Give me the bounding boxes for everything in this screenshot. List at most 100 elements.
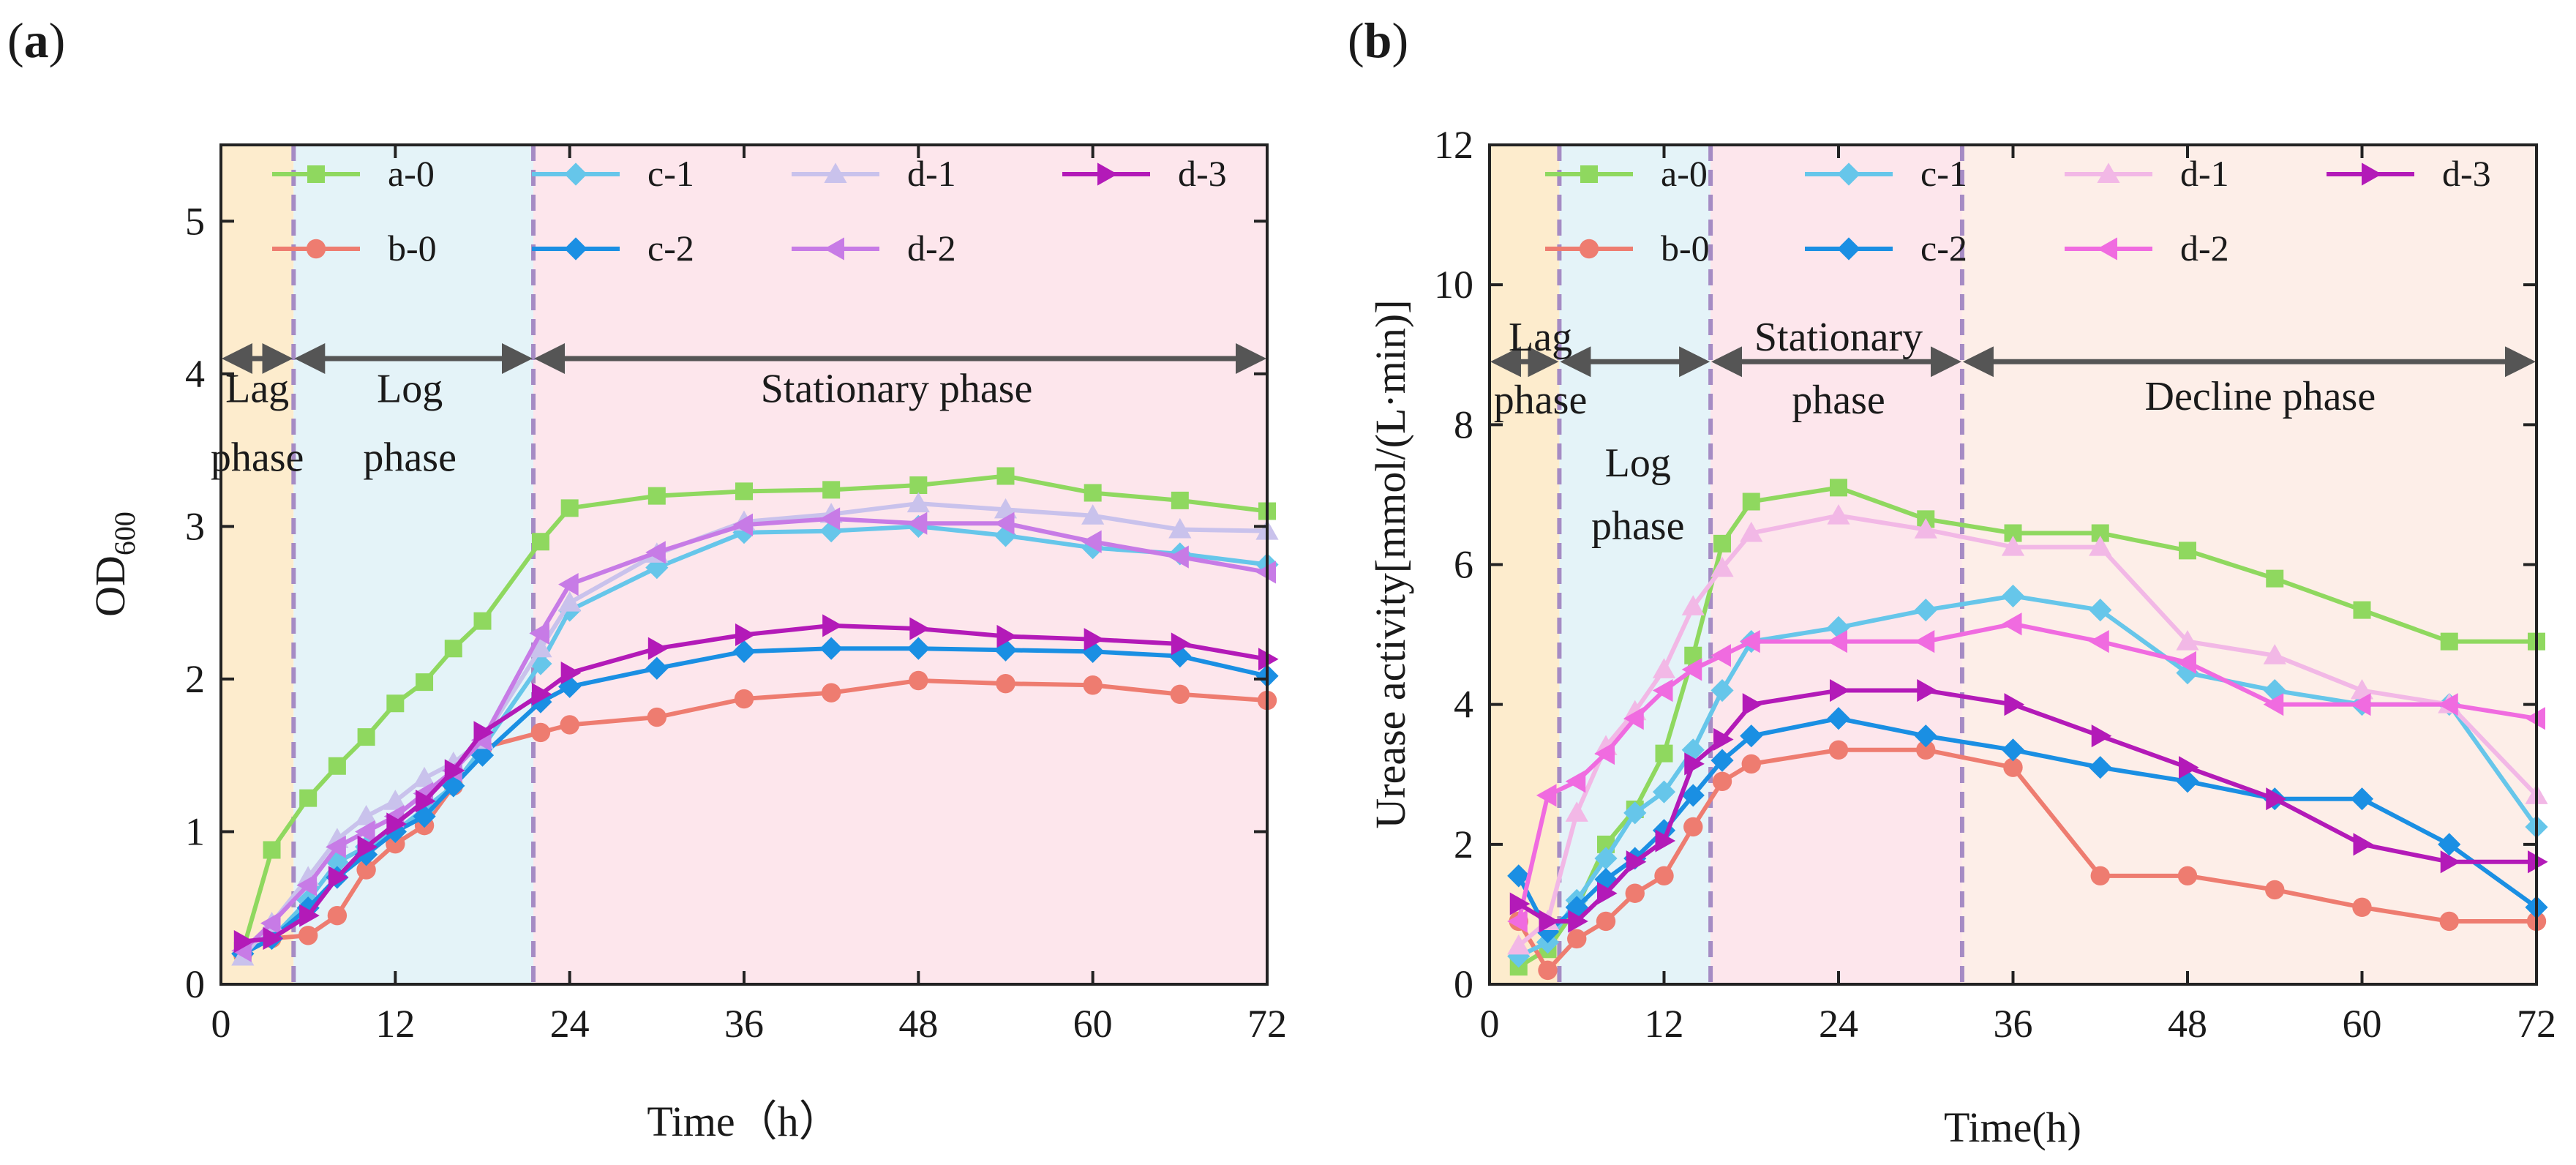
data-point-d-1 xyxy=(1914,518,1937,539)
data-point-a-0 xyxy=(822,481,841,499)
x-tick-label: 24 xyxy=(550,1002,590,1046)
data-point-d-3 xyxy=(2266,787,2286,811)
data-point-a-0 xyxy=(2266,569,2284,588)
data-point-a-0 xyxy=(996,467,1015,485)
data-point-d-1 xyxy=(2350,678,2374,700)
data-point-b-0 xyxy=(1916,740,1936,760)
data-point-d-2 xyxy=(645,541,666,564)
data-point-c-2 xyxy=(1536,920,1560,943)
data-point-d-3 xyxy=(1742,693,1763,716)
data-point-d-3 xyxy=(473,721,495,744)
data-point-d-3 xyxy=(822,614,843,637)
y-tick-label: 10 xyxy=(1434,263,1473,307)
x-tick-label: 12 xyxy=(375,1002,415,1046)
data-point-c-2 xyxy=(1594,868,1618,891)
data-point-a-0 xyxy=(1655,744,1673,763)
data-point-c-1 xyxy=(994,524,1018,547)
legend-label: a-0 xyxy=(388,153,435,194)
data-point-d-3 xyxy=(444,759,465,782)
data-point-d-3 xyxy=(233,930,255,954)
data-point-d-1 xyxy=(1565,801,1588,822)
phase-label: Stationary phase xyxy=(761,367,1033,412)
data-point-b-0 xyxy=(1538,960,1558,981)
data-point-d-1 xyxy=(1652,658,1676,678)
y-tick-label: 8 xyxy=(1454,402,1473,446)
data-point-d-3 xyxy=(416,790,436,813)
data-point-d-2 xyxy=(296,873,318,897)
data-point-d-2 xyxy=(1565,770,1586,793)
y-axis-title-main: Urease activity[mmol/(L·min)] xyxy=(1367,299,1414,828)
x-tick-label: 72 xyxy=(1247,1002,1287,1046)
data-point-d-3 xyxy=(299,904,320,927)
data-point-b-0 xyxy=(2090,866,2110,886)
data-point-b-0 xyxy=(327,905,348,926)
data-point-d-1 xyxy=(529,637,552,658)
y-tick-label: 1 xyxy=(185,809,205,853)
legend-item-c-2: c-2 xyxy=(1805,228,1967,269)
data-point-d-2 xyxy=(994,512,1015,535)
legend-item-a-0: a-0 xyxy=(1545,153,1708,194)
data-point-d-1 xyxy=(1081,504,1105,525)
data-point-b-0 xyxy=(909,670,928,691)
legend-label: c-2 xyxy=(647,228,694,269)
y-tick-label: 4 xyxy=(185,352,205,396)
y-tick-label: 12 xyxy=(1434,123,1473,167)
legend-item-c-1: c-1 xyxy=(532,153,694,194)
data-point-c-1 xyxy=(1594,847,1618,870)
phase-band-1 xyxy=(1559,145,1711,984)
data-point-a-0 xyxy=(2091,524,2109,542)
data-point-c-2 xyxy=(1914,724,1937,748)
legend-item-c-2: c-2 xyxy=(532,228,694,269)
data-point-d-1 xyxy=(2089,536,2112,556)
data-point-c-1 xyxy=(529,652,552,675)
data-point-d-2 xyxy=(1623,707,1644,730)
data-point-d-3 xyxy=(263,926,284,951)
data-point-b-0 xyxy=(1625,883,1645,903)
legend-marker xyxy=(1097,162,1118,186)
data-point-b-0 xyxy=(647,707,667,727)
phase-band-0 xyxy=(221,145,294,984)
data-point-d-2 xyxy=(558,573,579,596)
data-point-d-3 xyxy=(2353,833,2374,856)
data-point-b-0 xyxy=(1567,929,1587,949)
phase-label: phase xyxy=(363,435,457,481)
data-point-a-0 xyxy=(1684,646,1702,664)
data-point-c-2 xyxy=(732,640,756,663)
data-point-d-3 xyxy=(996,624,1018,648)
data-point-d-2 xyxy=(1652,678,1673,703)
data-point-c-2 xyxy=(1681,784,1705,807)
data-point-a-0 xyxy=(1713,534,1731,552)
data-point-d-1 xyxy=(1168,517,1192,539)
data-point-d-2 xyxy=(1594,741,1615,765)
legend-item-b-0: b-0 xyxy=(272,228,437,269)
data-point-a-0 xyxy=(263,841,281,859)
data-point-d-2 xyxy=(1681,658,1702,681)
data-point-d-2 xyxy=(2089,630,2109,653)
data-point-d-1 xyxy=(2263,644,2286,664)
data-point-d-2 xyxy=(1507,910,1528,933)
data-point-a-0 xyxy=(416,673,434,692)
y-tick-label: 2 xyxy=(1454,823,1473,866)
data-point-b-0 xyxy=(386,834,405,854)
legend-item-d-3: d-3 xyxy=(2327,153,2491,194)
data-point-c-1 xyxy=(2001,584,2025,608)
data-point-d-1 xyxy=(383,790,407,810)
legend-label: c-1 xyxy=(1920,153,1967,194)
data-point-b-0 xyxy=(2439,911,2459,932)
data-point-c-1 xyxy=(1711,678,1734,703)
legend-marker xyxy=(2097,237,2117,261)
data-point-d-2 xyxy=(819,507,841,531)
y-tick-label: 4 xyxy=(1454,683,1473,727)
y-axis-title: OD600 xyxy=(86,512,141,617)
data-point-d-3 xyxy=(1655,829,1676,853)
legend-marker xyxy=(2097,162,2120,183)
data-point-a-0 xyxy=(1171,491,1189,509)
data-point-d-2 xyxy=(1711,644,1731,667)
data-point-c-2 xyxy=(1507,864,1531,888)
phase-label: Lag xyxy=(225,367,289,412)
data-point-d-2 xyxy=(2263,693,2284,716)
data-point-c-2 xyxy=(2176,770,2199,793)
data-point-d-2 xyxy=(2001,613,2022,636)
panel-b: Lag phase Log phase Stationary phase Decline p… xyxy=(1348,12,2556,1151)
